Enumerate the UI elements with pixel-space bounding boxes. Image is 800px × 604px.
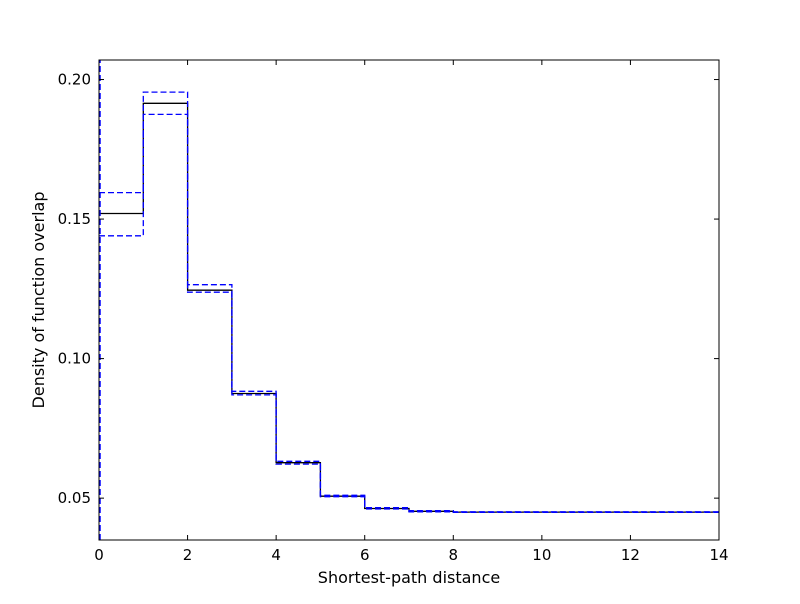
- y-tick-label: 0.05: [58, 489, 91, 507]
- x-tick-label: 12: [621, 546, 640, 564]
- x-tick-label: 8: [449, 546, 459, 564]
- series-line-upper-bound: [99, 91, 719, 513]
- x-tick-label: 4: [271, 546, 281, 564]
- x-tick-label: 6: [360, 546, 370, 564]
- x-tick-label: 2: [183, 546, 193, 564]
- x-tick-label: 14: [709, 546, 728, 564]
- x-axis-label: Shortest-path distance: [318, 568, 500, 587]
- series-line-mean: [99, 102, 719, 513]
- y-tick-label: 0.10: [58, 350, 91, 368]
- plot-frame: [98, 59, 720, 541]
- tick-layer: 0 2 4 6 8 10 12 14 0.05 0.10 0.15 0.20: [58, 60, 729, 564]
- plot-background: [99, 60, 719, 540]
- x-tick-label: 10: [532, 546, 551, 564]
- y-axis-label: Density of function overlap: [29, 192, 48, 409]
- series-line-lower-bound: [99, 113, 719, 514]
- y-tick-label: 0.20: [58, 71, 91, 89]
- y-tick-label: 0.15: [58, 210, 91, 228]
- series-layer: [99, 60, 719, 540]
- x-tick-label: 0: [94, 546, 104, 564]
